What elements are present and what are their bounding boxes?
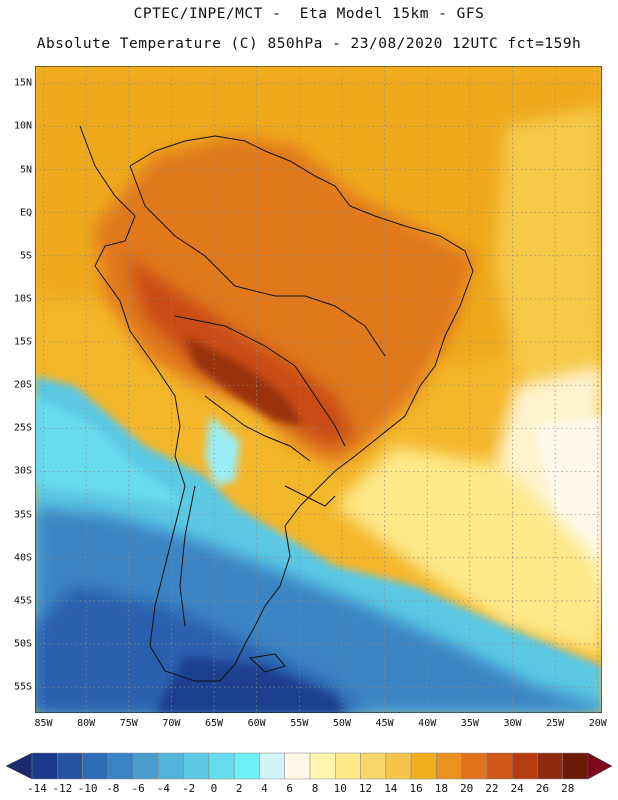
colorbar-swatch [132, 752, 159, 780]
colorbar-label: -4 [156, 782, 170, 795]
field-coldest [155, 656, 345, 713]
colorbar-swatch [562, 752, 589, 780]
colorbar-label: -8 [106, 782, 120, 795]
colorbar-label: 14 [384, 782, 398, 795]
continent-outline [79, 125, 474, 682]
border-north [129, 165, 386, 357]
colorbar-swatch [385, 752, 412, 780]
lon-label: 60W [247, 718, 266, 729]
lon-label: 85W [34, 718, 53, 729]
lat-label: 50S [13, 638, 32, 650]
lon-label: 20W [588, 718, 607, 729]
lat-label: 15N [13, 77, 32, 89]
grid-lines [35, 66, 602, 713]
lon-label: 75W [119, 718, 138, 729]
lon-label: 55W [290, 718, 309, 729]
lon-label: 50W [332, 718, 351, 729]
field-hottest [185, 336, 305, 426]
colorbar-swatch [259, 752, 285, 780]
colorbar-right-arrow [587, 752, 613, 780]
border-uruguay [284, 485, 336, 507]
field-cyan-west [35, 396, 185, 506]
colorbar-label: 26 [535, 782, 550, 795]
map-panel [35, 66, 602, 713]
lon-label: 40W [418, 718, 437, 729]
field-mild-east [495, 106, 602, 426]
temperature-map [35, 66, 602, 713]
colorbar-swatch [436, 752, 462, 780]
lat-label: 10N [13, 120, 32, 132]
colorbar-swatch [335, 752, 361, 780]
colorbar-swatch [208, 752, 235, 780]
colorbar-swatch [511, 752, 538, 780]
lat-label: EQ [19, 207, 32, 219]
lat-label: 5S [19, 250, 32, 262]
colorbar-label: 6 [286, 782, 294, 795]
title-line-1: CPTEC/INPE/MCT - Eta Model 15km - GFS [133, 6, 485, 22]
colorbar-label: 20 [460, 782, 474, 795]
colorbar-label: -14 [27, 782, 47, 795]
colorbar-label: 28 [561, 782, 575, 795]
colorbar-label: 18 [434, 782, 448, 795]
lat-label: 55S [13, 681, 32, 693]
border-central [174, 315, 346, 447]
colorbar-label: 24 [510, 782, 524, 795]
colorbar-swatch [158, 752, 184, 780]
colorbar-label: 8 [311, 782, 319, 795]
field-pale-core [535, 416, 602, 586]
lon-label: 25W [546, 718, 565, 729]
lon-label: 35W [460, 718, 479, 729]
colorbar-swatch [360, 752, 387, 780]
lon-label: 70W [162, 718, 181, 729]
colorbar-swatch [233, 752, 260, 780]
colorbar-label: 0 [210, 782, 218, 795]
colorbar-label: -2 [182, 782, 196, 795]
lat-label: 15S [13, 336, 32, 348]
colorbar-swatch [537, 752, 563, 780]
falklands [248, 653, 286, 673]
lat-label: 10S [13, 293, 32, 305]
colorbar-label: -12 [52, 782, 73, 795]
lat-label: 35S [13, 509, 32, 521]
coastline [79, 125, 474, 682]
colorbar-label: -6 [131, 782, 145, 795]
colorbar-label: -10 [77, 782, 98, 795]
lat-label: 40S [13, 552, 32, 564]
colorbar-label: 2 [235, 782, 243, 795]
colorbar-swatch [284, 752, 311, 780]
colorbar-swatch [183, 752, 210, 780]
colorbar-swatch [107, 752, 134, 780]
lat-label: 30S [13, 465, 32, 477]
colorbar-left-arrow [5, 752, 33, 780]
lat-label: 25S [13, 422, 32, 434]
lat-label: 45S [13, 595, 32, 607]
colorbar-label: 10 [333, 782, 347, 795]
colorbar-swatch [410, 752, 437, 780]
lat-label: 5N [19, 164, 32, 176]
border-south [204, 395, 311, 462]
lat-label: 20S [13, 379, 32, 391]
colorbar-swatch [82, 752, 109, 780]
field-cyan-andes [205, 416, 240, 486]
title-line-2: Absolute Temperature (C) 850hPa - 23/08/… [36, 36, 582, 52]
colorbar-swatch [486, 752, 513, 780]
field-very-hot [125, 256, 355, 446]
colorbar-swatch [57, 752, 83, 780]
lon-label: 80W [77, 718, 96, 729]
colorbar-label: 22 [485, 782, 499, 795]
colorbar-swatch [31, 752, 58, 780]
colorbar-swatch [309, 752, 336, 780]
colorbar [5, 752, 613, 780]
colorbar-swatch [461, 752, 488, 780]
lon-label: 65W [205, 718, 224, 729]
colorbar-label: 16 [409, 782, 423, 795]
colorbar-label: 4 [261, 782, 268, 795]
field-yellow-band [335, 446, 602, 656]
border-andes [179, 485, 196, 627]
field-hot-continent [95, 136, 475, 466]
lon-label: 45W [375, 718, 394, 729]
colorbar-label: 12 [358, 782, 373, 795]
lon-label: 30W [503, 718, 522, 729]
